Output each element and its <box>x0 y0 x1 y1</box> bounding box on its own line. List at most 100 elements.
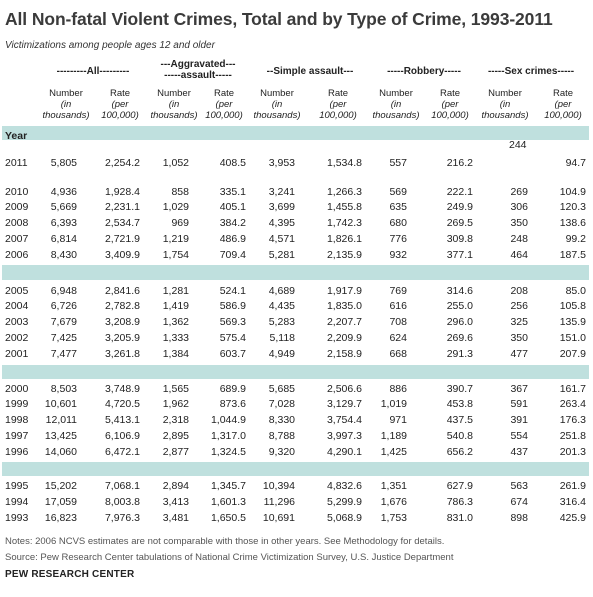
row-year: 1993 <box>5 512 29 524</box>
cell-rate: 575.4 <box>219 332 246 344</box>
column-group-header: --Simple assault--- <box>266 66 354 77</box>
cell-rate: 135.9 <box>559 316 586 328</box>
cell-rate: 2,841.6 <box>104 285 140 297</box>
row-year: 2006 <box>5 249 29 261</box>
cell-number: 437 <box>510 446 528 458</box>
cell-number: 477 <box>510 348 528 360</box>
column-subheader-number: Number (in thousands) <box>372 88 420 121</box>
row-year: 1994 <box>5 496 29 508</box>
cell-rate: 5,068.9 <box>326 512 362 524</box>
cell-rate: 3,997.3 <box>326 430 362 442</box>
row-year: 2003 <box>5 316 29 328</box>
notes-text: Notes: 2006 NCVS estimates are not compa… <box>5 536 445 547</box>
cell-rate: 2,135.9 <box>326 249 362 261</box>
cell-number: 708 <box>389 316 407 328</box>
cell-number: 886 <box>389 383 407 395</box>
cell-number: 1,753 <box>380 512 407 524</box>
cell-rate: 7,976.3 <box>104 512 140 524</box>
cell-rate: 377.1 <box>446 249 473 261</box>
cell-rate: 1,317.0 <box>210 430 246 442</box>
cell-rate: 94.7 <box>565 157 586 169</box>
cell-number: 10,394 <box>262 480 295 492</box>
cell-rate: 2,782.8 <box>104 300 140 312</box>
column-group-header: -----Sex crimes----- <box>487 66 575 77</box>
cell-number: 769 <box>389 285 407 297</box>
cell-number: 5,805 <box>50 157 77 169</box>
cell-rate: 1,826.1 <box>326 233 362 245</box>
cell-rate: 405.1 <box>219 201 246 213</box>
cell-rate: 291.3 <box>446 348 473 360</box>
cell-rate: 603.7 <box>219 348 246 360</box>
cell-number: 1,565 <box>162 383 189 395</box>
row-year: 1995 <box>5 480 29 492</box>
cell-rate: 384.2 <box>219 217 246 229</box>
cell-rate: 3,261.8 <box>104 348 140 360</box>
cell-rate: 251.8 <box>559 430 586 442</box>
column-group-header: -----Robbery----- <box>387 66 461 77</box>
row-year: 2002 <box>5 332 29 344</box>
cell-rate: 2,534.7 <box>104 217 140 229</box>
column-subheader-number: Number (in thousands) <box>150 88 198 121</box>
cell-number: 668 <box>389 348 407 360</box>
cell-rate: 1,345.7 <box>210 480 246 492</box>
cell-number: 8,330 <box>268 414 295 426</box>
cell-number: 13,425 <box>44 430 77 442</box>
cell-number: 557 <box>389 157 407 169</box>
cell-rate: 216.2 <box>446 157 473 169</box>
table-row: 1999 10,601 4,720.5 1,962 873.6 7,028 3,129.7 1… <box>2 398 589 412</box>
cell-number: 1,019 <box>380 398 407 410</box>
cell-rate: 309.8 <box>446 233 473 245</box>
cell-rate: 453.8 <box>446 398 473 410</box>
cell-number: 4,395 <box>268 217 295 229</box>
cell-rate: 296.0 <box>446 316 473 328</box>
cell-number: 2,318 <box>162 414 189 426</box>
cell-rate: 8,003.8 <box>104 496 140 508</box>
cell-number: 971 <box>389 414 407 426</box>
column-group-header: ---Aggravated--- -----assault----- <box>160 59 236 81</box>
cell-rate: 3,409.9 <box>104 249 140 261</box>
cell-rate: 99.2 <box>565 233 586 245</box>
cell-number: 7,028 <box>268 398 295 410</box>
row-year: 2010 <box>5 186 29 198</box>
cell-rate: 222.1 <box>446 186 473 198</box>
column-subheader-number: Number (in thousands) <box>481 88 529 121</box>
cell-number: 3,241 <box>268 186 295 198</box>
table-row: 2009 5,669 2,231.1 1,029 405.1 3,699 1,455.8 63… <box>2 201 589 215</box>
cell-number: 680 <box>389 217 407 229</box>
cell-rate: 2,254.2 <box>104 157 140 169</box>
cell-rate: 3,754.4 <box>326 414 362 426</box>
cell-number: 3,699 <box>268 201 295 213</box>
cell-number: 569 <box>389 186 407 198</box>
cell-number: 6,726 <box>50 300 77 312</box>
cell-rate: 3,208.9 <box>104 316 140 328</box>
cell-number: 6,393 <box>50 217 77 229</box>
column-subheader-rate: Rate (per 100,000) <box>431 88 469 121</box>
year-header-band <box>2 126 589 140</box>
cell-number: 4,435 <box>268 300 295 312</box>
cell-rate: 586.9 <box>219 300 246 312</box>
cell-rate: 4,290.1 <box>326 446 362 458</box>
cell-number: 1,219 <box>162 233 189 245</box>
cell-rate: 207.9 <box>559 348 586 360</box>
cell-number: 1,676 <box>380 496 407 508</box>
source-text: Source: Pew Research Center tabulations … <box>5 552 454 563</box>
cell-number: 10,601 <box>44 398 77 410</box>
table-row: 2006 8,430 3,409.9 1,754 709.4 5,281 2,135.9 93… <box>2 249 589 263</box>
cell-number: 7,477 <box>50 348 77 360</box>
cell-rate: 3,129.7 <box>326 398 362 410</box>
column-subheader-rate: Rate (per 100,000) <box>101 88 139 121</box>
cell-number: 616 <box>389 300 407 312</box>
cell-number: 3,413 <box>162 496 189 508</box>
table-row: 2003 7,679 3,208.9 1,362 569.3 5,283 2,207.7 70… <box>2 316 589 330</box>
cell-rate: 390.7 <box>446 383 473 395</box>
cell-rate: 176.3 <box>559 414 586 426</box>
cell-number: 5,685 <box>268 383 295 395</box>
cell-number: 635 <box>389 201 407 213</box>
cell-number: 969 <box>171 217 189 229</box>
cell-number: 776 <box>389 233 407 245</box>
cell-rate: 1,534.8 <box>326 157 362 169</box>
cell-rate: 1,455.8 <box>326 201 362 213</box>
cell-rate: 689.9 <box>219 383 246 395</box>
cell-number: 4,689 <box>268 285 295 297</box>
cell-rate: 4,720.5 <box>104 398 140 410</box>
